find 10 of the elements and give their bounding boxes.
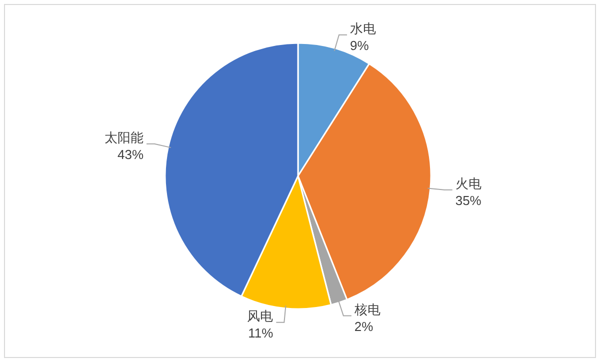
slice-label: 风电 (247, 308, 274, 324)
data-label: 2% (354, 318, 374, 334)
data-label: 11% (248, 325, 274, 340)
data-label: 9% (350, 38, 370, 53)
slice-label: 太阳能 (104, 130, 144, 145)
slice-label: 火电 (455, 176, 482, 191)
slice-label: 水电 (350, 20, 376, 36)
data-label: 35% (455, 192, 482, 208)
data-label: 43% (118, 146, 144, 162)
slice-label: 核电 (353, 302, 380, 317)
